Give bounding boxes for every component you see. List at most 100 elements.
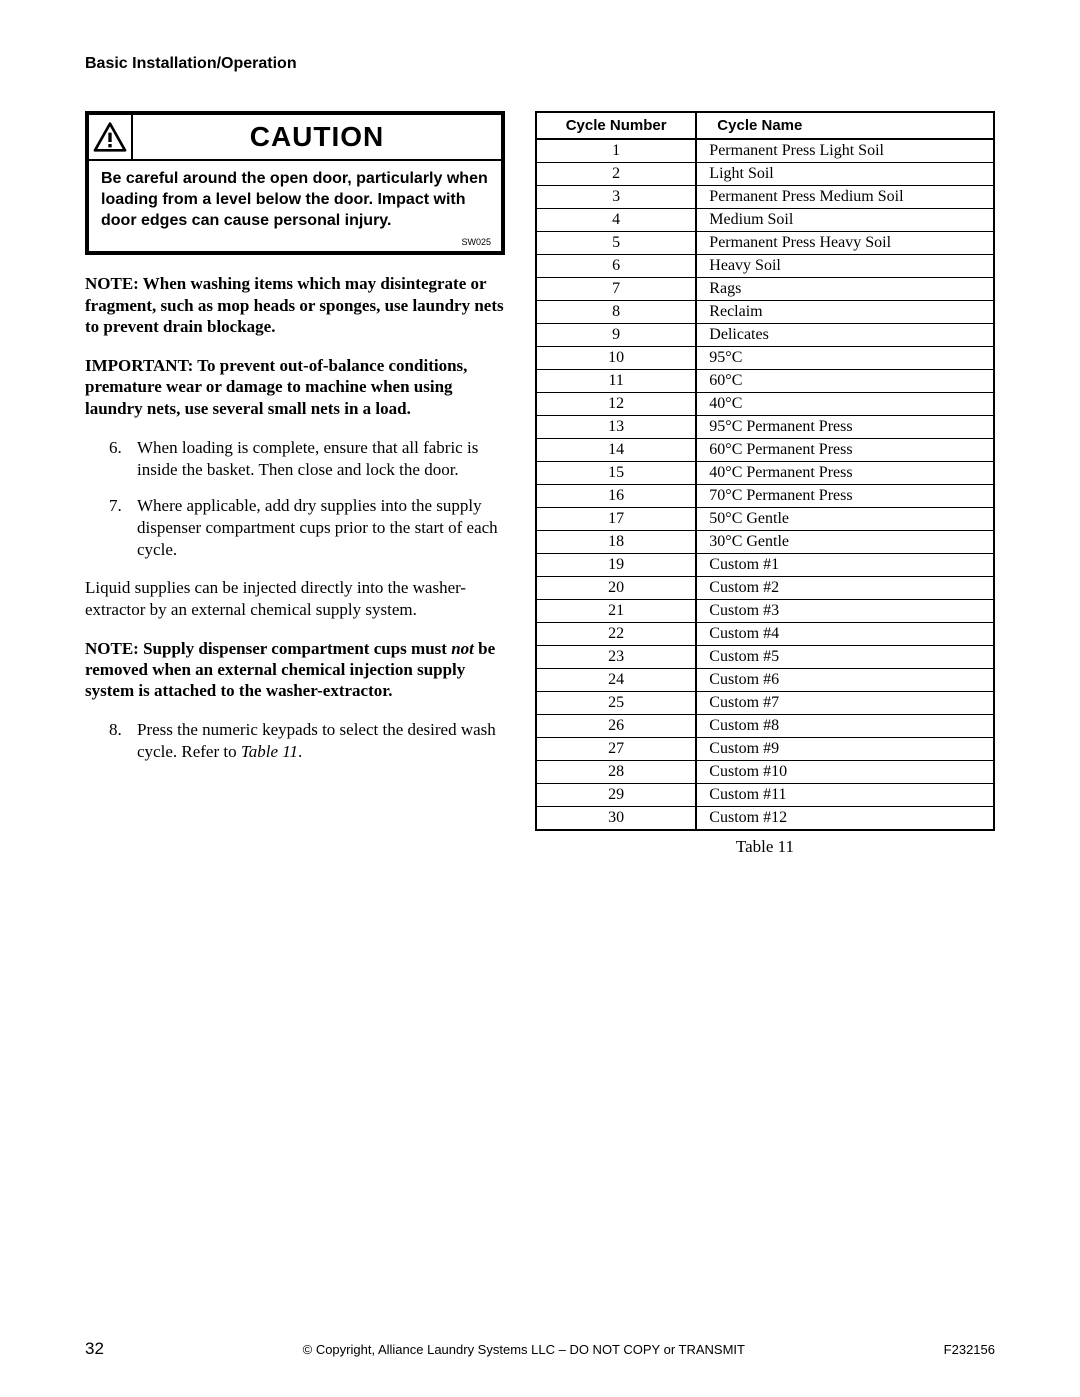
cycle-name-cell: Light Soil	[696, 163, 994, 186]
table-row: 22Custom #4	[536, 623, 994, 646]
page-number: 32	[85, 1339, 104, 1359]
cycle-number-cell: 2	[536, 163, 696, 186]
table-row: 25Custom #7	[536, 692, 994, 715]
liquid-supplies-para: Liquid supplies can be injected directly…	[85, 577, 505, 621]
cycle-name-cell: 60°C Permanent Press	[696, 439, 994, 462]
cycle-number-cell: 12	[536, 393, 696, 416]
cycle-number-cell: 1	[536, 139, 696, 163]
cycle-number-cell: 9	[536, 324, 696, 347]
copyright-text: © Copyright, Alliance Laundry Systems LL…	[104, 1342, 944, 1357]
table-row: 2Light Soil	[536, 163, 994, 186]
table-row: 23Custom #5	[536, 646, 994, 669]
table-row: 20Custom #2	[536, 577, 994, 600]
table-row: 1540°C Permanent Press	[536, 462, 994, 485]
cycle-name-cell: 95°C	[696, 347, 994, 370]
table-header-row: Cycle Number Cycle Name	[536, 112, 994, 139]
step-number: 6.	[109, 437, 133, 481]
page-footer: 32 © Copyright, Alliance Laundry Systems…	[85, 1339, 995, 1359]
table-row: 29Custom #11	[536, 784, 994, 807]
table-row: 3Permanent Press Medium Soil	[536, 186, 994, 209]
cycle-table: Cycle Number Cycle Name 1Permanent Press…	[535, 111, 995, 831]
table-row: 4Medium Soil	[536, 209, 994, 232]
caution-title: CAUTION	[133, 121, 501, 153]
right-column: Cycle Number Cycle Name 1Permanent Press…	[535, 111, 995, 857]
cycle-name-cell: Custom #1	[696, 554, 994, 577]
cycle-number-cell: 15	[536, 462, 696, 485]
table-row: 9Delicates	[536, 324, 994, 347]
cycle-number-cell: 6	[536, 255, 696, 278]
cycle-number-cell: 7	[536, 278, 696, 301]
step-8: 8. Press the numeric keypads to select t…	[85, 719, 505, 763]
step-7: 7. Where applicable, add dry supplies in…	[85, 495, 505, 561]
table-row: 6Heavy Soil	[536, 255, 994, 278]
important-balance: IMPORTANT: To prevent out-of-balance con…	[85, 355, 505, 419]
table-caption: Table 11	[535, 837, 995, 857]
table-row: 1670°C Permanent Press	[536, 485, 994, 508]
cycle-name-cell: Delicates	[696, 324, 994, 347]
warning-triangle-icon	[89, 115, 133, 159]
table-row: 7Rags	[536, 278, 994, 301]
table-row: 1830°C Gentle	[536, 531, 994, 554]
cycle-number-cell: 10	[536, 347, 696, 370]
note-dispenser-cups: NOTE: Supply dispenser compartment cups …	[85, 638, 505, 702]
step-text: Press the numeric keypads to select the …	[137, 719, 505, 763]
cycle-name-cell: Medium Soil	[696, 209, 994, 232]
table-body: 1Permanent Press Light Soil2Light Soil3P…	[536, 139, 994, 830]
cycle-number-cell: 11	[536, 370, 696, 393]
note-laundry-nets: NOTE: When washing items which may disin…	[85, 273, 505, 337]
col-cycle-name: Cycle Name	[696, 112, 994, 139]
table-row: 21Custom #3	[536, 600, 994, 623]
cycle-name-cell: Custom #2	[696, 577, 994, 600]
table-row: 1Permanent Press Light Soil	[536, 139, 994, 163]
cycle-name-cell: 40°C	[696, 393, 994, 416]
cycle-number-cell: 27	[536, 738, 696, 761]
content-columns: CAUTION Be careful around the open door,…	[85, 111, 995, 857]
step-text: When loading is complete, ensure that al…	[137, 437, 505, 481]
table-row: 19Custom #1	[536, 554, 994, 577]
cycle-name-cell: 60°C	[696, 370, 994, 393]
cycle-name-cell: 30°C Gentle	[696, 531, 994, 554]
table-row: 1750°C Gentle	[536, 508, 994, 531]
cycle-name-cell: Permanent Press Light Soil	[696, 139, 994, 163]
cycle-number-cell: 24	[536, 669, 696, 692]
cycle-number-cell: 20	[536, 577, 696, 600]
col-cycle-number: Cycle Number	[536, 112, 696, 139]
cycle-number-cell: 29	[536, 784, 696, 807]
cycle-name-cell: Reclaim	[696, 301, 994, 324]
table-row: 5Permanent Press Heavy Soil	[536, 232, 994, 255]
cycle-number-cell: 18	[536, 531, 696, 554]
cycle-name-cell: 95°C Permanent Press	[696, 416, 994, 439]
cycle-number-cell: 22	[536, 623, 696, 646]
cycle-name-cell: Custom #6	[696, 669, 994, 692]
cycle-name-cell: 70°C Permanent Press	[696, 485, 994, 508]
table-row: 1460°C Permanent Press	[536, 439, 994, 462]
step-number: 7.	[109, 495, 133, 561]
step8-suffix: .	[298, 742, 302, 761]
cycle-name-cell: Custom #4	[696, 623, 994, 646]
table-ref: Table 11	[241, 742, 298, 761]
cycle-number-cell: 23	[536, 646, 696, 669]
cycle-name-cell: Rags	[696, 278, 994, 301]
cycle-name-cell: Custom #9	[696, 738, 994, 761]
table-row: 30Custom #12	[536, 807, 994, 831]
cycle-name-cell: Custom #5	[696, 646, 994, 669]
cycle-number-cell: 25	[536, 692, 696, 715]
table-row: 28Custom #10	[536, 761, 994, 784]
cycle-name-cell: Custom #7	[696, 692, 994, 715]
cycle-number-cell: 13	[536, 416, 696, 439]
table-row: 26Custom #8	[536, 715, 994, 738]
caution-body: Be careful around the open door, particu…	[89, 161, 501, 237]
cycle-name-cell: Custom #8	[696, 715, 994, 738]
cycle-number-cell: 8	[536, 301, 696, 324]
cycle-number-cell: 4	[536, 209, 696, 232]
cycle-number-cell: 28	[536, 761, 696, 784]
section-header: Basic Installation/Operation	[85, 55, 995, 73]
note2-italic: not	[451, 639, 474, 658]
table-row: 1240°C	[536, 393, 994, 416]
table-row: 1095°C	[536, 347, 994, 370]
cycle-name-cell: Custom #12	[696, 807, 994, 831]
caution-code: SW025	[89, 237, 501, 251]
cycle-number-cell: 19	[536, 554, 696, 577]
left-column: CAUTION Be careful around the open door,…	[85, 111, 505, 857]
step-text: Where applicable, add dry supplies into …	[137, 495, 505, 561]
